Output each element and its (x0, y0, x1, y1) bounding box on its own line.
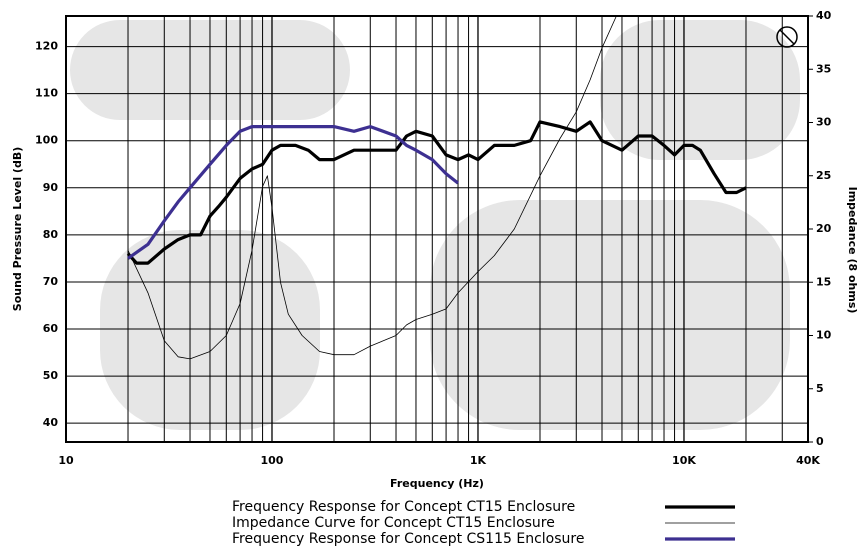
y-tick-label: 110 (35, 87, 58, 100)
x-tick-label: 10K (672, 454, 696, 467)
y2-tick-label: 20 (816, 222, 832, 235)
y-axis-label: Sound Pressure Level (dB) (11, 147, 24, 311)
y2-axis-label: Impedance (8 ohms) (846, 187, 858, 314)
legend-label: Frequency Response for Concept CS115 Enc… (232, 531, 584, 547)
y2-tick-label: 35 (816, 62, 831, 75)
legend-label: Frequency Response for Concept CT15 Encl… (232, 499, 575, 515)
series-line (127, 15, 617, 360)
y2-tick-label: 30 (816, 116, 832, 129)
series-line (126, 120, 747, 265)
x-tick-label: 40K (796, 454, 820, 467)
y2-tick-label: 40 (816, 9, 832, 22)
x-tick-label: 1K (470, 454, 487, 467)
legend-label: Impedance Curve for Concept CT15 Enclosu… (232, 515, 555, 531)
y-tick-label: 70 (43, 275, 59, 288)
y2-tick-label: 5 (816, 382, 824, 395)
y-tick-label: 50 (43, 369, 59, 382)
series-line (127, 125, 459, 260)
x-axis-label: Frequency (Hz) (390, 477, 484, 490)
y-tick-label: 90 (43, 181, 59, 194)
watermark (70, 20, 800, 430)
y2-tick-label: 15 (816, 275, 831, 288)
y2-tick-label: 10 (816, 329, 832, 342)
y-tick-label: 80 (43, 228, 59, 241)
y-tick-label: 40 (43, 416, 59, 429)
x-tick-label: 100 (261, 454, 284, 467)
y-tick-label: 100 (35, 134, 58, 147)
x-tick-label: 10 (58, 454, 74, 467)
y-tick-label: 120 (35, 40, 58, 53)
y2-tick-label: 0 (816, 435, 824, 448)
y-tick-label: 60 (43, 322, 59, 335)
y2-tick-label: 25 (816, 169, 831, 182)
